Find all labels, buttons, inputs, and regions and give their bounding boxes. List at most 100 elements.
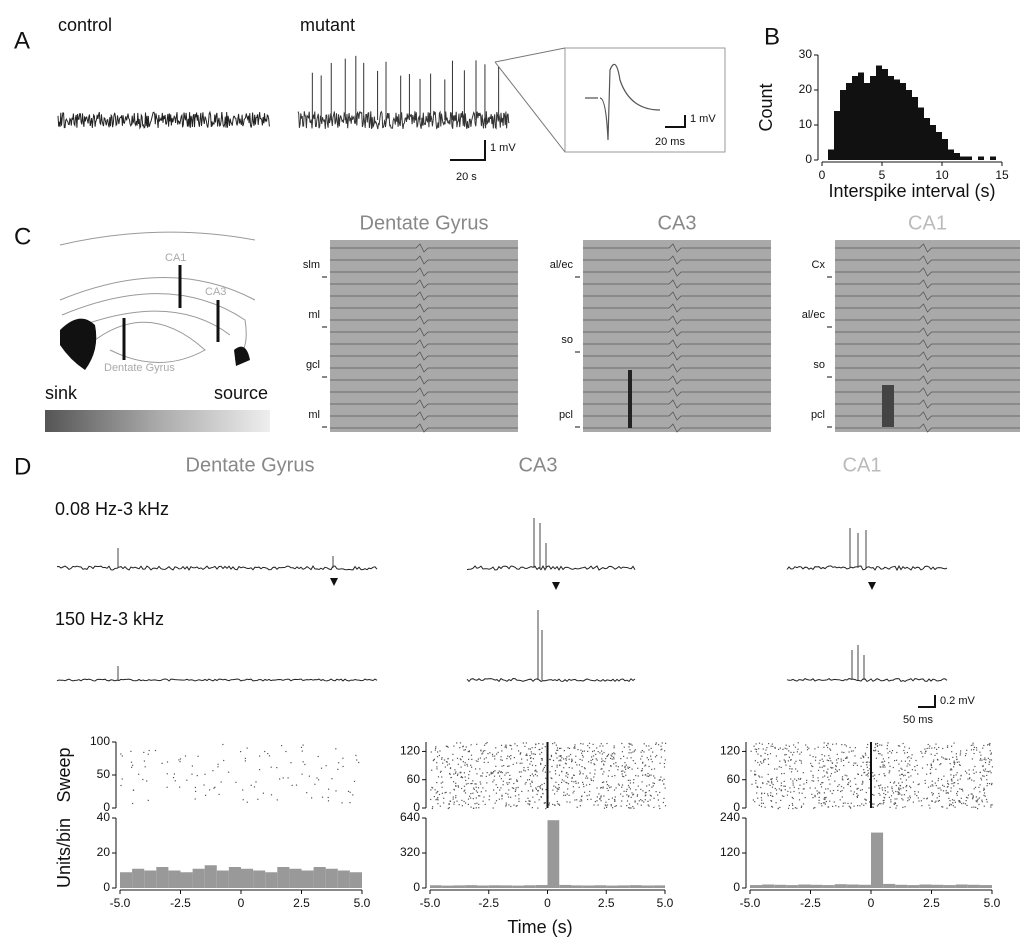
bar xyxy=(919,884,932,888)
region-label: CA3 xyxy=(205,286,226,298)
lfp-trace xyxy=(583,387,771,397)
region-label: CA1 xyxy=(165,252,186,264)
bar xyxy=(441,885,454,888)
lfp-trace xyxy=(330,303,518,313)
bar xyxy=(265,872,278,888)
bar xyxy=(120,872,133,888)
bar xyxy=(828,149,834,160)
x-tick-label: 2.5 xyxy=(598,896,615,910)
sink xyxy=(628,370,632,428)
bar xyxy=(978,156,984,160)
y-tick-label: 30 xyxy=(799,47,813,61)
region-label: Dentate Gyrus xyxy=(104,362,175,374)
y-tick-label: 60 xyxy=(407,772,421,786)
trace xyxy=(466,565,636,571)
lfp-trace xyxy=(583,315,771,325)
bar xyxy=(762,884,775,888)
lfp-trace xyxy=(583,291,771,301)
scale-label: 20 ms xyxy=(655,136,685,148)
layer-label: pcl xyxy=(811,409,825,421)
bar xyxy=(750,885,763,888)
x-tick-label: 5.0 xyxy=(657,896,674,910)
lfp-trace xyxy=(583,303,771,313)
x-tick-label: -2.5 xyxy=(478,896,499,910)
lfp-trace xyxy=(330,327,518,337)
y-tick-label: 320 xyxy=(400,845,420,859)
column-title: Dentate Gyrus xyxy=(186,454,315,476)
trace xyxy=(786,565,948,572)
zoom-line xyxy=(494,61,566,153)
layer-label: Cx xyxy=(812,259,826,271)
bar xyxy=(876,65,882,160)
x-tick-label: 0 xyxy=(544,896,551,910)
layer-label: gcl xyxy=(306,359,320,371)
bar xyxy=(834,884,847,888)
y-tick-label: 20 xyxy=(799,82,813,96)
bar xyxy=(822,885,835,888)
trace-title: control xyxy=(58,15,112,35)
bar xyxy=(966,156,972,160)
lfp-trace xyxy=(835,375,1020,385)
bar xyxy=(955,884,968,888)
bar xyxy=(594,885,607,888)
layer-label: so xyxy=(561,334,573,346)
ventricle xyxy=(234,346,250,366)
y-tick-label: 40 xyxy=(97,810,111,824)
bar xyxy=(924,118,930,160)
bar xyxy=(156,867,169,888)
color-scale xyxy=(45,410,270,432)
bar xyxy=(641,885,654,888)
lfp-trace xyxy=(835,291,1020,301)
x-tick-label: 5 xyxy=(879,168,886,182)
x-tick-label: 5.0 xyxy=(984,896,1001,910)
bar xyxy=(931,884,944,888)
bar xyxy=(918,107,924,160)
bar xyxy=(180,872,193,888)
lfp-trace xyxy=(330,423,518,433)
bar xyxy=(241,868,254,888)
trace-title: mutant xyxy=(300,15,355,35)
lfp-trace xyxy=(330,363,518,373)
x-tick-label: -2.5 xyxy=(170,896,191,910)
inset-trace xyxy=(585,63,661,141)
bar xyxy=(882,69,888,160)
raster-dots xyxy=(120,743,360,805)
lfp-trace xyxy=(330,411,518,421)
lfp-trace xyxy=(835,303,1020,313)
layer-label: pcl xyxy=(559,409,573,421)
bar xyxy=(325,868,338,888)
y-tick-label: 0 xyxy=(733,800,740,814)
scale-bar xyxy=(665,115,686,128)
y-axis-label: Count xyxy=(756,83,776,131)
bar xyxy=(883,883,896,888)
bar xyxy=(858,884,871,888)
y-tick-label: 120 xyxy=(720,845,740,859)
y-tick-label: 60 xyxy=(727,772,741,786)
lfp-trace xyxy=(583,243,771,253)
bar xyxy=(907,885,920,888)
scale-label: 0.2 mV xyxy=(940,695,976,707)
bar xyxy=(954,153,960,160)
lfp-trace xyxy=(330,279,518,289)
bar xyxy=(349,872,362,888)
y-tick-label: 0 xyxy=(103,880,110,894)
bar xyxy=(846,884,859,888)
bar xyxy=(979,885,992,888)
x-tick-label: -2.5 xyxy=(800,896,821,910)
bar xyxy=(900,83,906,160)
lfp-trace xyxy=(583,327,771,337)
bar xyxy=(524,885,536,888)
scale-bar xyxy=(918,695,936,708)
lfp-trace xyxy=(583,423,771,433)
bar xyxy=(216,870,229,888)
bar xyxy=(618,885,630,888)
y-tick-label: 100 xyxy=(90,734,110,748)
legend-label: source xyxy=(214,383,268,403)
y-tick-label: 0 xyxy=(733,880,740,894)
lfp-trace xyxy=(835,315,1020,325)
lfp-trace xyxy=(835,399,1020,409)
bar xyxy=(942,139,948,160)
panel-title: CA1 xyxy=(908,212,947,234)
x-tick-label: 2.5 xyxy=(293,896,310,910)
